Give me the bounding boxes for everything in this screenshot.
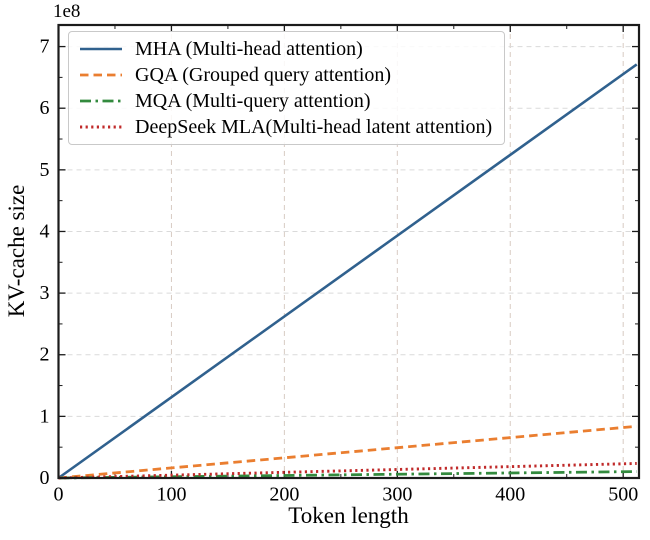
y-tick-label: 2 [40,344,50,366]
x-tick-label: 300 [382,484,412,506]
x-tick-label: 200 [269,484,299,506]
legend-label: MQA (Multi-query attention) [135,89,371,112]
x-tick-label: 100 [156,484,186,506]
legend-label: GQA (Grouped query attention) [135,63,392,86]
y-tick-label: 0 [40,467,50,489]
y-axis-label: KV-cache size [4,184,29,318]
y-axis-offset-label: 1e8 [53,1,81,22]
y-tick-label: 4 [40,220,50,242]
x-tick-label: 500 [608,484,638,506]
legend-item-mqa: MQA (Multi-query attention) [79,88,492,114]
legend-item-mla: DeepSeek MLA(Multi-head latent attention… [79,114,492,140]
y-tick-label: 5 [40,159,50,181]
legend: MHA (Multi-head attention) GQA (Grouped q… [68,31,506,145]
legend-line-sample-mla [80,125,122,129]
series-line-gqa [58,424,637,480]
y-tick-label: 7 [40,36,50,58]
plot-border [57,23,641,480]
legend-item-gqa: GQA (Grouped query attention) [79,62,492,88]
x-tick-label: 400 [495,484,525,506]
x-axis-label: Token length [288,503,409,528]
legend-label: DeepSeek MLA(Multi-head latent attention… [135,115,493,138]
y-tick-label: 3 [40,282,50,304]
legend-item-mha: MHA (Multi-head attention) [79,36,492,62]
legend-line-sample-mqa [80,99,122,103]
legend-label: MHA (Multi-head attention) [135,37,363,60]
series-line-mla [58,462,637,480]
y-tick-label: 1 [40,405,50,427]
legend-line-sample-gqa [80,73,122,77]
series-line-mha [57,63,638,480]
y-tick-label: 6 [40,97,50,119]
x-tick-label: 0 [54,484,64,506]
legend-line-sample-mha [80,47,122,51]
